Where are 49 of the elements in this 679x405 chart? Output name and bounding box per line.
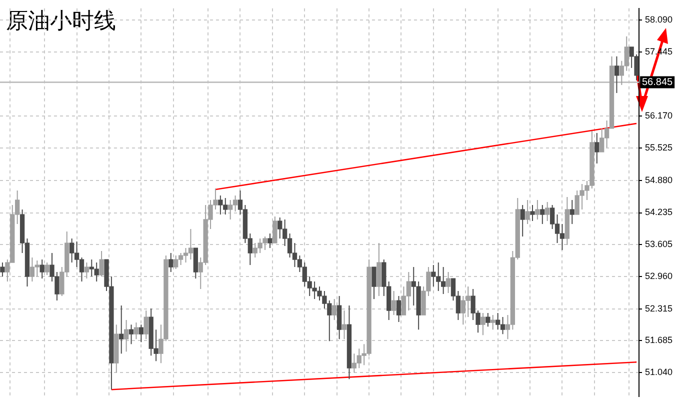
candlestick: [168, 252, 174, 273]
candlestick: [134, 322, 139, 340]
candlestick: [614, 56, 620, 94]
candlestick: [525, 200, 530, 225]
y-tick-label: 52.315: [645, 303, 673, 314]
candlestick: [193, 248, 198, 280]
candlestick: [490, 314, 496, 330]
candlestick: [540, 204, 545, 225]
candlestick: [376, 242, 382, 297]
y-tick-label: 56.170: [645, 110, 673, 120]
y-tick-label: 51.685: [645, 334, 673, 345]
candlestick: [446, 272, 451, 294]
candlestick: [535, 200, 540, 220]
candlestick: [486, 312, 490, 328]
candlestick: [372, 266, 376, 300]
candlestick: [520, 204, 525, 238]
candlestick: [272, 216, 278, 244]
candlestick: [594, 132, 600, 164]
candlestick: [0, 262, 5, 278]
candlestick: [128, 324, 134, 345]
candlestick: [480, 312, 486, 336]
y-tick-label: 52.960: [645, 271, 673, 282]
candlestick: [114, 324, 119, 374]
y-tick-label: 51.040: [645, 367, 673, 378]
candlestick: [44, 262, 50, 276]
candlestick: [346, 305, 352, 380]
y-tick-label: 54.880: [645, 174, 673, 185]
candlestick: [545, 202, 550, 222]
candlestick: [336, 296, 342, 340]
candlestick: [268, 233, 272, 249]
candlestick: [391, 290, 396, 316]
y-tick-label: 53.605: [645, 238, 673, 249]
candlestick: [138, 324, 144, 343]
candlestick: [570, 200, 574, 225]
candlestick: [124, 320, 129, 352]
ref-line-label: 56.845: [642, 76, 674, 88]
candlestick: [530, 204, 535, 222]
candlestick: [84, 262, 90, 280]
candlestick: [342, 310, 347, 340]
candlestick: [396, 296, 402, 323]
candlestick: [564, 196, 570, 246]
y-tick-label: 55.525: [645, 142, 673, 153]
y-tick-label: 58.090: [645, 14, 673, 24]
candlestick: [144, 310, 148, 340]
y-tick-label: 54.235: [645, 207, 673, 218]
candlestick: [332, 298, 337, 321]
candlestick: [40, 259, 44, 280]
candlestick: [99, 250, 104, 278]
candlestick: [119, 305, 124, 354]
